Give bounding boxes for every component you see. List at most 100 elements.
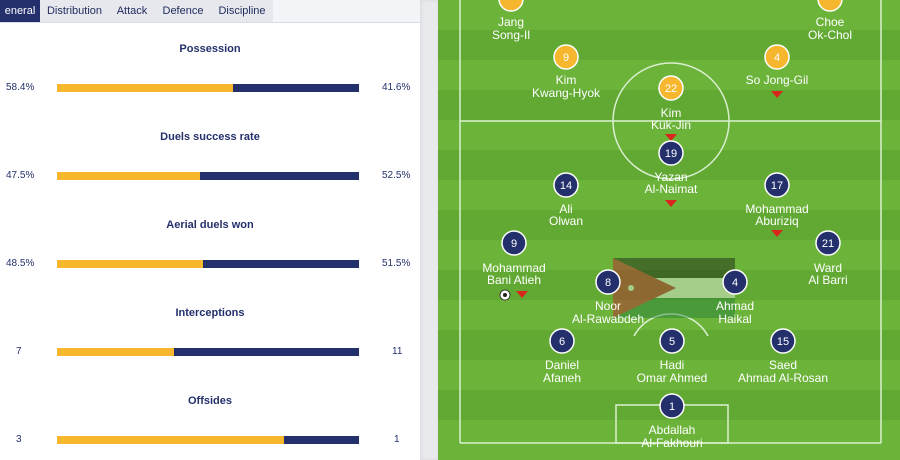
player-name-line2: Al Barri — [808, 273, 847, 287]
player-marker — [659, 393, 685, 419]
stats-tab-bar: eneral Distribution Attack Defence Disci… — [0, 0, 420, 23]
player-kim-kuk-jin[interactable]: 22 Kim Kuk-Jin — [651, 75, 691, 141]
player-choe-ok-chol[interactable]: Choe Ok-Chol — [808, 0, 852, 42]
tab-defence[interactable]: Defence — [155, 0, 211, 22]
substitution-arrow-icon — [665, 134, 677, 141]
match-stats-panel: eneral Distribution Attack Defence Disci… — [0, 0, 420, 460]
player-name-line2: Afaneh — [543, 371, 581, 385]
stat-title: Possession — [179, 43, 241, 55]
player-number: 9 — [511, 238, 517, 250]
player-name-line1: Abdallah — [649, 423, 696, 437]
stat-away-value: 52.5% — [382, 170, 411, 181]
stat-home-value: 47.5% — [6, 170, 35, 181]
player-marker — [549, 328, 575, 354]
player-marker — [658, 75, 684, 101]
pitch-markings — [459, 0, 882, 444]
player-name-line2: Kwang-Hyok — [532, 86, 601, 100]
stat-home-value: 7 — [16, 346, 22, 357]
stat-bar-away — [174, 348, 359, 356]
stat-title: Aerial duels won — [166, 219, 254, 231]
stat-bar — [57, 260, 359, 268]
stat-home-value: 48.5% — [6, 258, 35, 269]
player-jang-song-il[interactable]: Jang Song-Il — [492, 0, 530, 42]
player-number: 19 — [665, 148, 677, 160]
stat-bar-away — [203, 260, 359, 268]
player-number: 5 — [669, 336, 675, 348]
player-name-line1: Noor — [595, 299, 621, 313]
pitch-stripes — [438, 0, 900, 460]
player-marker — [595, 269, 621, 295]
goal-ball-icon — [499, 289, 511, 301]
stat-bar-away — [233, 84, 359, 92]
substitution-arrow-icon — [516, 291, 528, 298]
stat-bar-home — [57, 260, 203, 268]
tab-discipline[interactable]: Discipline — [211, 0, 273, 22]
player-name-line2: Haikal — [718, 312, 751, 326]
player-name-line1: Ali — [559, 202, 572, 216]
player-name-line1: So Jong-Gil — [746, 73, 809, 87]
player-name-line2: Ahmad Al-Rosan — [738, 371, 828, 385]
player-kim-kwang-hyok[interactable]: 9 Kim Kwang-Hyok — [532, 44, 601, 100]
substitution-arrow-icon — [665, 200, 677, 207]
player-so-jong-gil[interactable]: 4 So Jong-Gil — [746, 44, 809, 98]
player-name-line1: Saed — [769, 358, 797, 372]
player-number: 8 — [605, 277, 611, 289]
player-number: 4 — [732, 277, 738, 289]
lineup-pitch: Jang Song-Il Choe Ok-Chol 9 Kim Kwang-Hy… — [438, 0, 900, 460]
player-marker — [764, 44, 790, 70]
player-hadi-omar-ahmed[interactable]: 5 Hadi Omar Ahmed — [637, 328, 708, 385]
player-name-line1: Mohammad — [482, 261, 545, 275]
player-yazan-al-naimat[interactable]: 19 Yazan Al-Naimat — [645, 140, 698, 207]
player-noor-al-rawabdeh[interactable]: 8 Noor Al-Rawabdeh — [572, 269, 644, 326]
player-ward-al-barri[interactable]: 21 Ward Al Barri — [808, 230, 848, 287]
stat-away-value: 1 — [394, 434, 400, 445]
player-name-line2: Olwan — [549, 214, 583, 228]
stat-away-value: 11 — [392, 346, 403, 357]
player-name-line1: Kim — [556, 73, 577, 87]
player-name-line1: Kim — [661, 106, 682, 120]
player-marker — [764, 172, 790, 198]
player-mohammad-bani-atieh[interactable]: 9 Mohammad Bani Atieh — [482, 230, 546, 301]
player-number: 22 — [665, 83, 677, 95]
player-name-line1: Daniel — [545, 358, 579, 372]
player-number: 6 — [559, 336, 565, 348]
player-marker — [817, 0, 843, 12]
stat-bar — [57, 84, 359, 92]
stat-away-value: 51.5% — [382, 258, 411, 269]
player-name-line2: Al-Rawabdeh — [572, 312, 644, 326]
player-name-line1: Mohammad — [745, 202, 808, 216]
tab-distribution[interactable]: Distribution — [40, 0, 109, 22]
player-marker — [498, 0, 524, 12]
player-number: 1 — [669, 401, 675, 413]
player-name-line2: Kuk-Jin — [651, 118, 691, 132]
player-daniel-afaneh[interactable]: 6 Daniel Afaneh — [543, 328, 581, 385]
stat-bar — [57, 348, 359, 356]
stat-bar — [57, 172, 359, 180]
player-name-line1: Ahmad — [716, 299, 754, 313]
away-team-flag-watermark — [613, 258, 735, 318]
player-number: 17 — [771, 180, 783, 192]
player-saed-ahmad-al-rosan[interactable]: 15 Saed Ahmad Al-Rosan — [738, 328, 828, 385]
player-marker — [815, 230, 841, 256]
stat-bar — [57, 436, 359, 444]
tab-attack[interactable]: Attack — [109, 0, 155, 22]
player-marker — [658, 140, 684, 166]
stat-bar-home — [57, 84, 233, 92]
player-marker — [659, 328, 685, 354]
tab-general[interactable]: eneral — [0, 0, 40, 22]
player-marker — [553, 172, 579, 198]
player-number: 4 — [774, 52, 780, 64]
stat-bar-home — [57, 172, 200, 180]
player-ahmad-haikal[interactable]: 4 Ahmad Haikal — [716, 269, 754, 326]
player-mohammad-aburiziq[interactable]: 17 Mohammad Aburiziq — [745, 172, 809, 237]
player-name-line2: Aburiziq — [755, 214, 798, 228]
player-marker — [722, 269, 748, 295]
player-abdallah-al-fakhouri[interactable]: 1 Abdallah Al-Fakhouri — [641, 393, 703, 450]
substitution-arrow-icon — [771, 91, 783, 98]
player-number: 21 — [822, 238, 834, 250]
stat-bar-away — [200, 172, 359, 180]
player-marker — [501, 230, 527, 256]
player-ali-olwan[interactable]: 14 Ali Olwan — [549, 172, 583, 228]
stat-home-value: 58.4% — [6, 82, 35, 93]
player-number: 15 — [777, 336, 789, 348]
